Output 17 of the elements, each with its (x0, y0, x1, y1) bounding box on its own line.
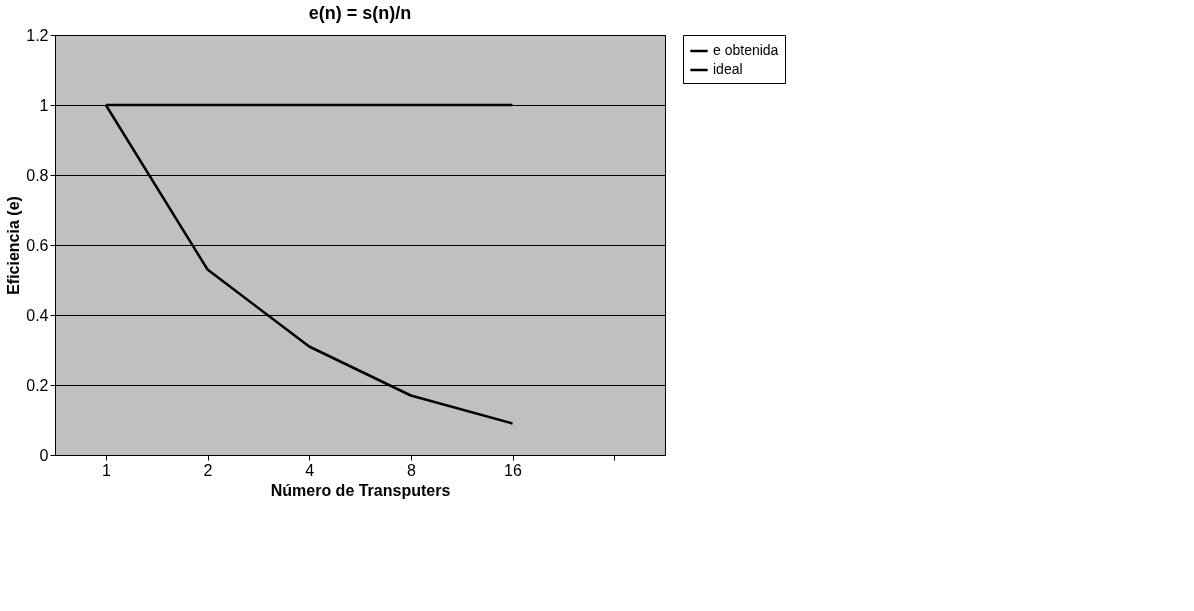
x-tick-label: 1 (101, 461, 111, 479)
x-tick-label: 8 (406, 461, 416, 479)
y-tick-label: 1.2 (26, 26, 49, 44)
legend-label: ideal (713, 61, 743, 77)
x-tick-label: 2 (203, 461, 213, 479)
y-tick-label: 0.8 (26, 166, 49, 184)
x-tick-label: 4 (305, 461, 315, 479)
legend-label: e obtenida (713, 42, 779, 58)
y-tick-label: 0 (39, 446, 49, 464)
x-tick-label: 16 (504, 461, 522, 479)
y-axis-title: Eficiencia (e) (5, 196, 23, 295)
x-axis-title: Número de Transputers (270, 481, 451, 499)
y-tick-label: 0.6 (26, 236, 49, 254)
y-tick-label: 0.4 (26, 306, 49, 324)
y-tick-label: 0.2 (26, 376, 49, 394)
y-tick-label: 1 (39, 96, 49, 114)
chart-title: e(n) = s(n)/n (308, 3, 412, 23)
